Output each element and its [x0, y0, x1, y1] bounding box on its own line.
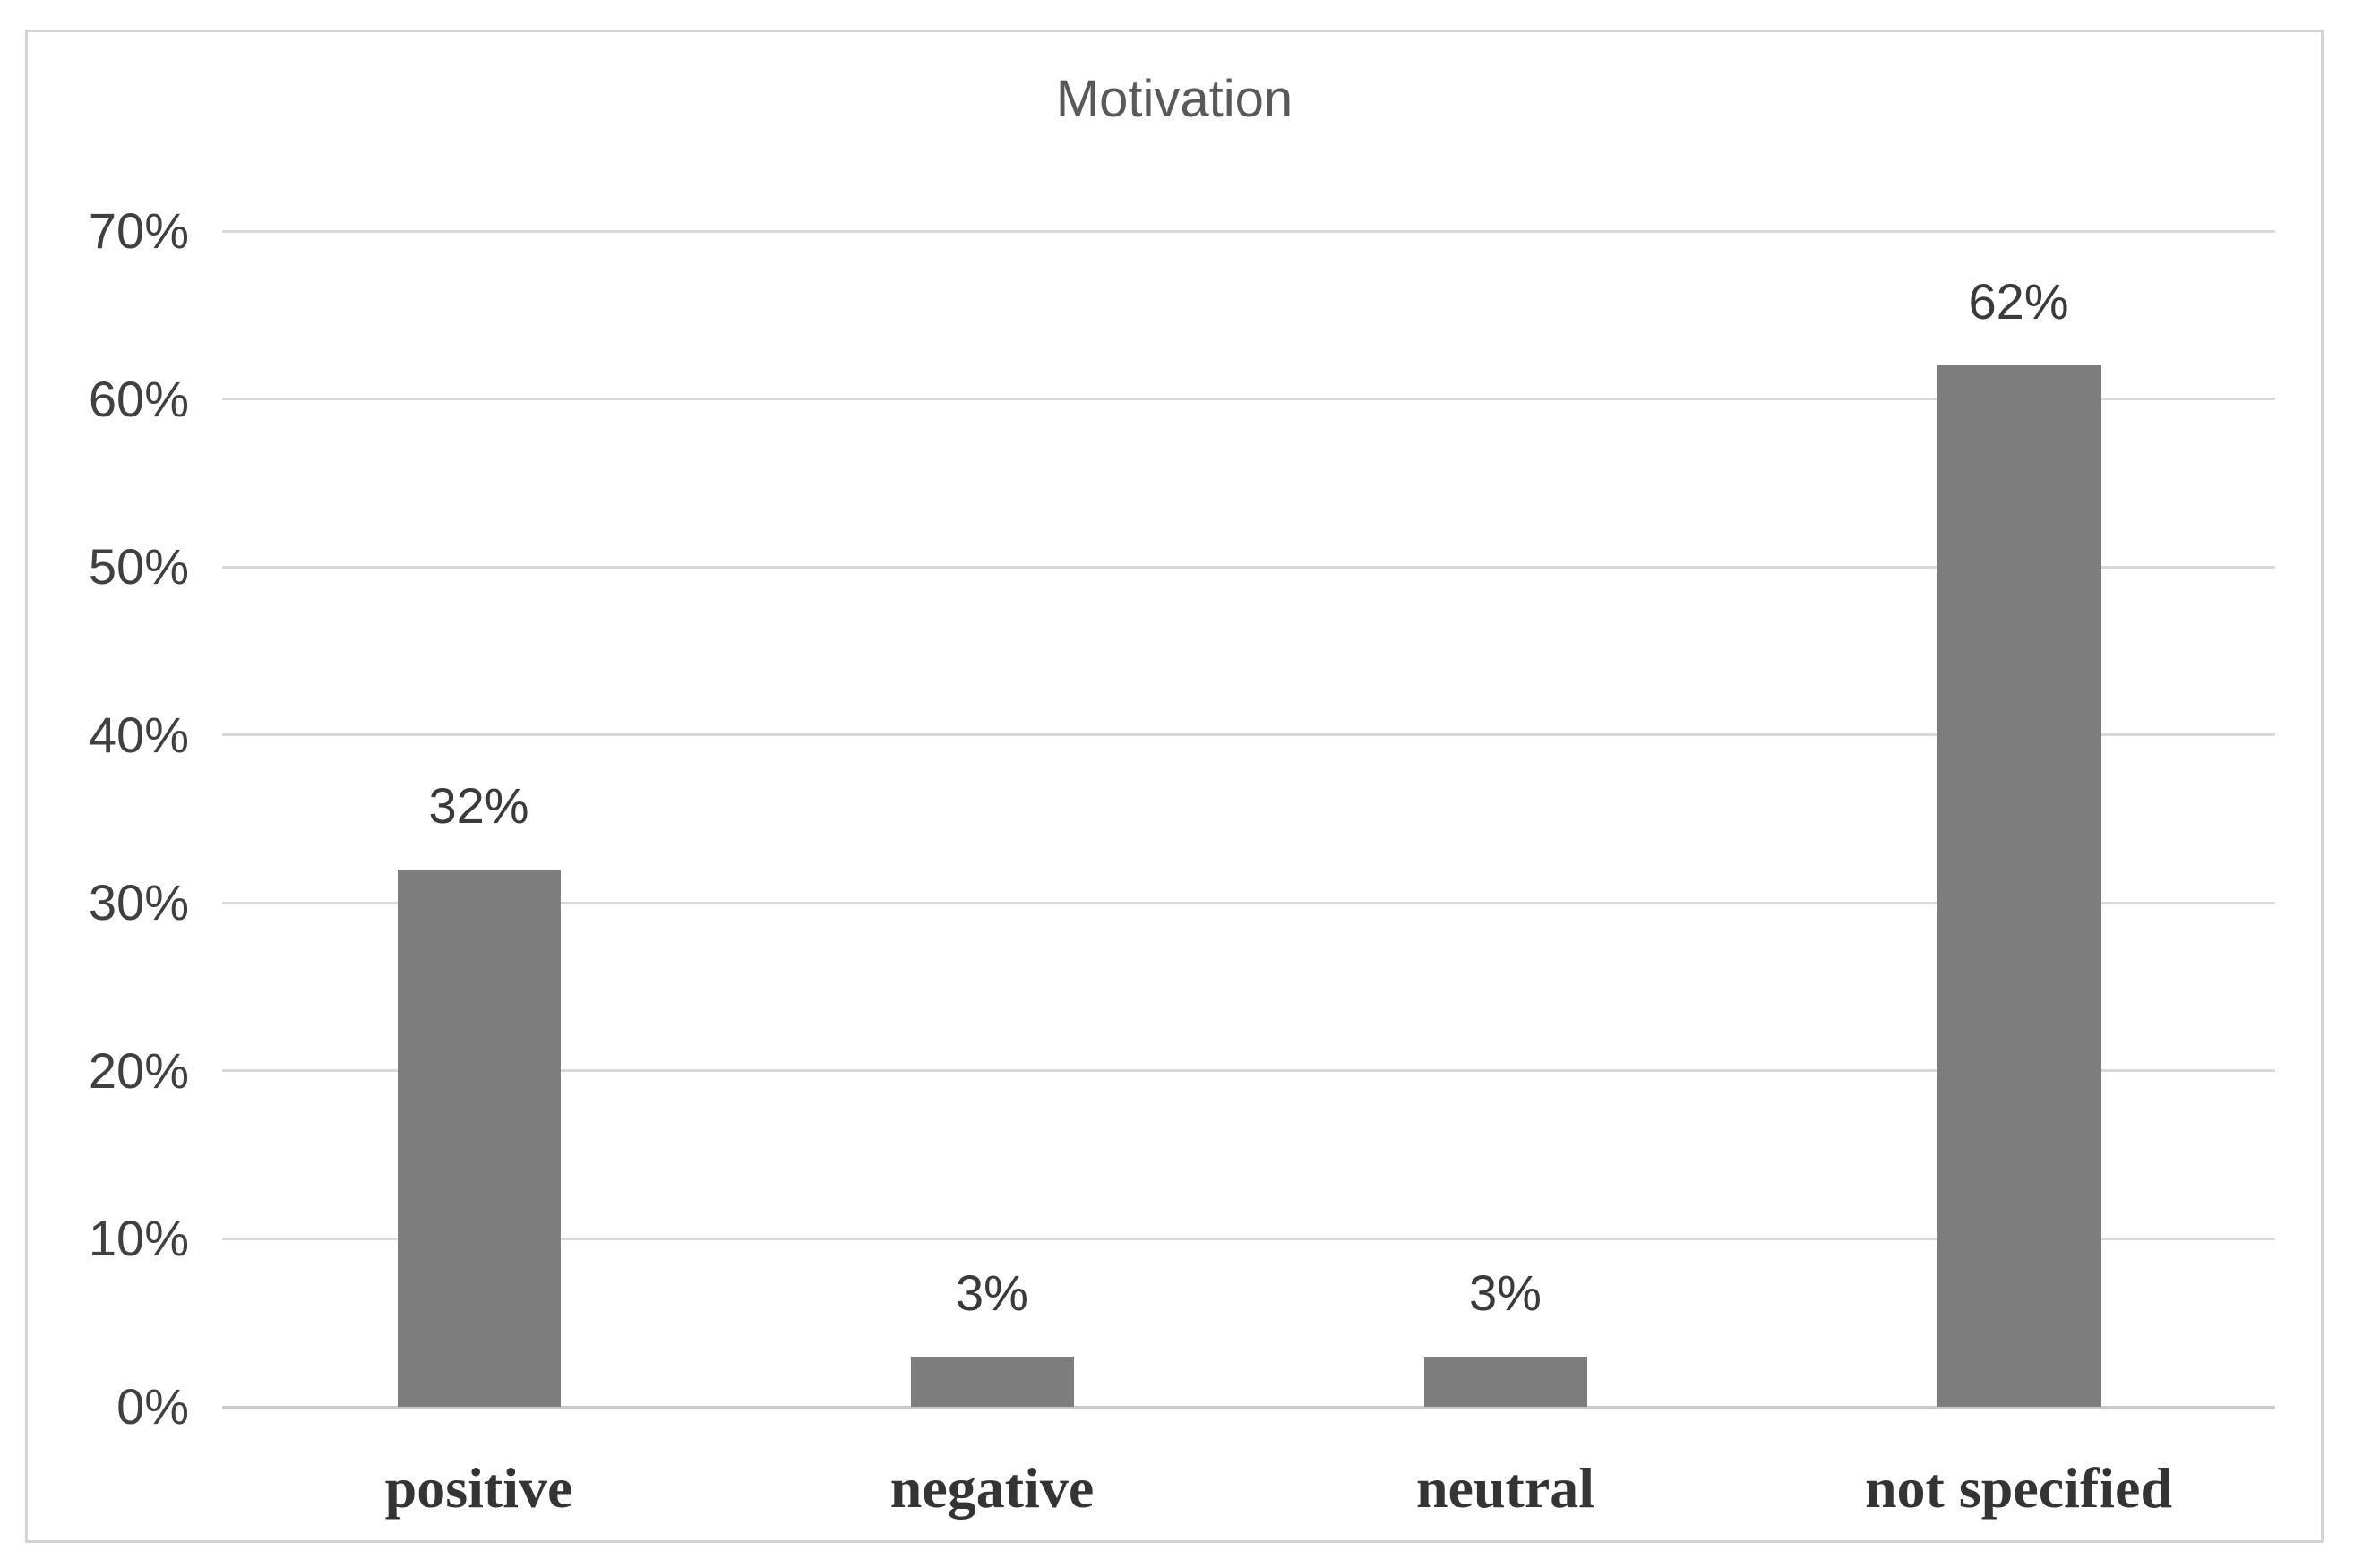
category-label-not-specified: not specified — [1864, 1456, 2173, 1520]
bar-negative — [910, 1356, 1074, 1407]
y-tick-label: 20% — [88, 1041, 189, 1099]
y-tick-label: 0% — [116, 1378, 189, 1435]
gridline — [222, 1237, 2275, 1240]
bar-value-label: 3% — [956, 1264, 1028, 1321]
x-axis-line — [222, 1405, 2275, 1409]
gridline — [222, 229, 2275, 233]
bar-value-label: 32% — [428, 776, 529, 834]
gridline — [222, 398, 2275, 401]
y-tick-label: 60% — [88, 370, 189, 427]
bar-value-label: 3% — [1469, 1264, 1542, 1321]
bar-not-specified — [1937, 365, 2101, 1407]
y-tick-label: 10% — [88, 1210, 189, 1267]
category-label-positive: positive — [384, 1456, 573, 1520]
plot-area: 32% 3% 3% 62% — [222, 229, 2275, 1409]
y-tick-label: 30% — [88, 874, 189, 931]
y-tick-label: 40% — [88, 706, 189, 763]
chart-frame: Motivation 0% 10% 20% 30% 40% 50% 60% 70% 32% 3%… — [25, 30, 2324, 1543]
gridline — [222, 565, 2275, 569]
gridline — [222, 901, 2275, 904]
y-tick-label: 70% — [88, 202, 189, 259]
category-label-negative: negative — [889, 1456, 1095, 1520]
category-label-neutral: neutral — [1415, 1456, 1595, 1520]
gridline — [222, 733, 2275, 737]
bar-positive — [397, 869, 561, 1407]
chart-title: Motivation — [1055, 70, 1293, 128]
bar-neutral — [1423, 1356, 1587, 1407]
bar-value-label: 62% — [1968, 273, 2069, 330]
y-tick-label: 50% — [88, 538, 189, 595]
gridline — [222, 1069, 2275, 1073]
